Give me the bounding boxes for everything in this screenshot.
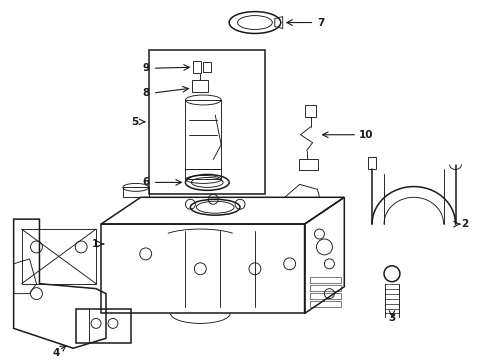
Text: 9: 9: [143, 63, 149, 73]
Text: 8: 8: [143, 88, 149, 98]
Text: 10: 10: [359, 130, 374, 140]
Text: 6: 6: [143, 177, 149, 188]
Text: 4: 4: [52, 348, 60, 358]
Text: 1: 1: [92, 239, 99, 249]
Text: 5: 5: [131, 117, 139, 127]
Text: 2: 2: [462, 219, 469, 229]
Text: 3: 3: [389, 314, 395, 323]
Text: 7: 7: [318, 18, 325, 27]
